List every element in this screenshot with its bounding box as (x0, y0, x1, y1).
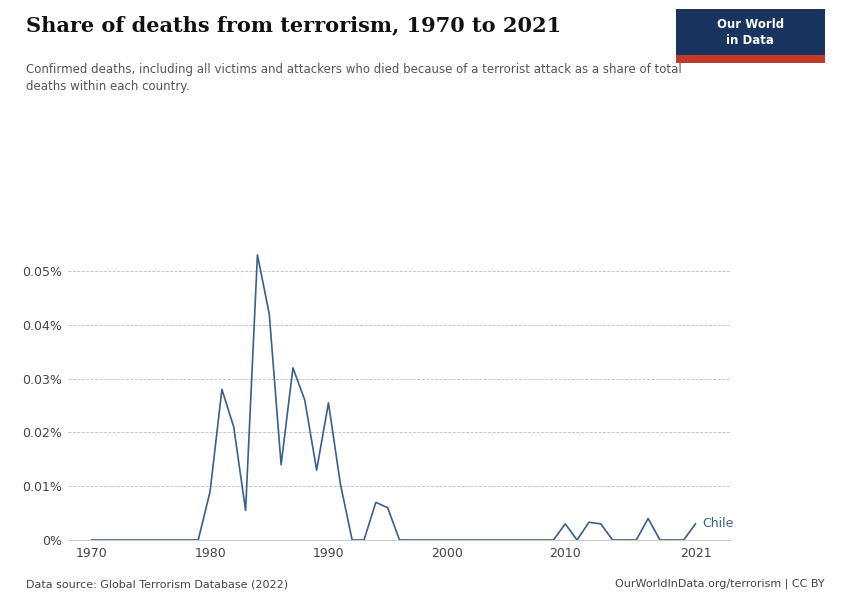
Text: Data source: Global Terrorism Database (2022): Data source: Global Terrorism Database (… (26, 579, 287, 589)
Text: Confirmed deaths, including all victims and attackers who died because of a terr: Confirmed deaths, including all victims … (26, 63, 681, 93)
Text: in Data: in Data (726, 34, 774, 47)
Text: Share of deaths from terrorism, 1970 to 2021: Share of deaths from terrorism, 1970 to … (26, 15, 561, 35)
FancyBboxPatch shape (676, 9, 824, 63)
FancyBboxPatch shape (676, 55, 824, 63)
Text: Our World: Our World (717, 17, 784, 31)
Text: Chile: Chile (703, 517, 734, 530)
Text: OurWorldInData.org/terrorism | CC BY: OurWorldInData.org/terrorism | CC BY (615, 578, 824, 589)
